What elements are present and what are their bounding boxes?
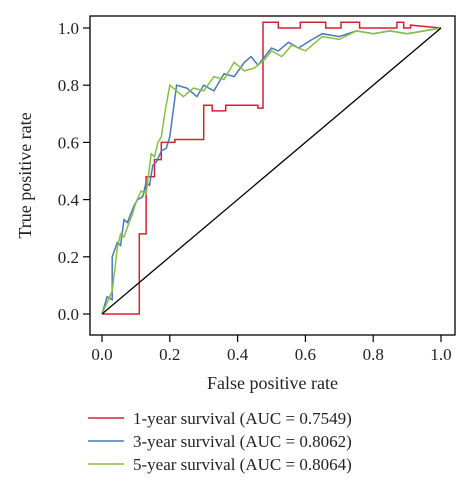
x-tick-label: 0.0 [91, 345, 112, 364]
y-axis-title: True positive rate [15, 112, 35, 238]
y-tick-label: 0.0 [58, 305, 79, 324]
series-line-2 [101, 27, 442, 315]
x-tick-label: 0.2 [159, 345, 180, 364]
plot-frame [89, 15, 456, 336]
y-tick-label: 0.6 [58, 133, 79, 152]
y-tick-label: 1.0 [58, 19, 79, 38]
series-line-3 [101, 27, 442, 315]
x-axis-title: False positive rate [207, 373, 338, 393]
legend: 1-year survival (AUC = 0.7549) 3-year sur… [88, 409, 352, 474]
plot-area: 0.0 0.2 0.4 0.6 0.8 1.0 0.0 0.2 0.4 0.6 0.8 1.0 Fals… [15, 15, 456, 393]
series-group [101, 21, 442, 315]
x-tick-label: 1.0 [430, 345, 451, 364]
legend-label-3: 5-year survival (AUC = 0.8064) [133, 455, 352, 474]
legend-label-2: 3-year survival (AUC = 0.8062) [133, 432, 352, 451]
diagonal-reference-line [101, 27, 442, 315]
legend-label-1: 1-year survival (AUC = 0.7549) [133, 409, 352, 428]
y-tick-label: 0.4 [58, 191, 80, 210]
x-tick-label: 0.4 [227, 345, 249, 364]
series-line-1 [102, 21, 442, 315]
y-tick-label: 0.8 [58, 76, 79, 95]
x-tick-label: 0.8 [363, 345, 384, 364]
y-tick-label: 0.2 [58, 248, 79, 267]
x-tick-label: 0.6 [295, 345, 316, 364]
